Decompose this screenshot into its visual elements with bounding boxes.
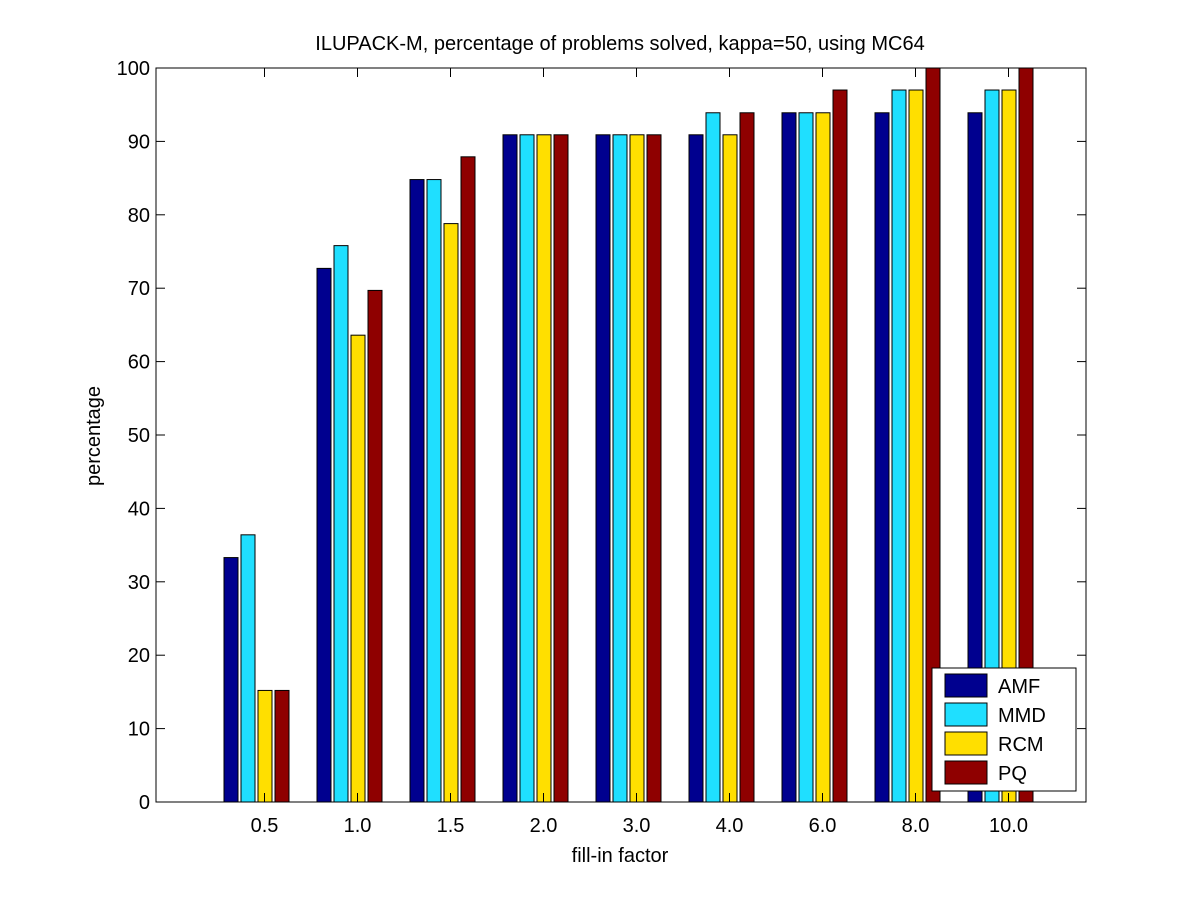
- bar-mmd-1.5: [426, 179, 442, 803]
- legend-swatch-pq: [944, 760, 988, 785]
- bar-rcm-3.0: [629, 134, 645, 803]
- bar-rcm-0.5: [257, 689, 273, 803]
- bar-amf-8.0: [874, 112, 890, 803]
- bar-amf-2.0: [502, 134, 518, 803]
- bar-mmd-3.0: [612, 134, 628, 803]
- bar-rcm-4.0: [722, 134, 738, 803]
- bar-mmd-8.0: [891, 89, 907, 803]
- bar-rcm-1.5: [443, 223, 459, 803]
- legend: AMF MMD RCM PQ: [931, 667, 1077, 792]
- legend-label-amf: AMF: [998, 676, 1040, 698]
- x-tick-label: 0.5: [251, 815, 279, 837]
- y-tick-label: 60: [128, 352, 150, 374]
- y-tick-label: 0: [139, 792, 150, 814]
- y-tick-label: 40: [128, 498, 150, 520]
- legend-label-rcm: RCM: [998, 734, 1044, 756]
- y-tick-label: 50: [128, 425, 150, 447]
- bar-amf-6.0: [781, 112, 797, 803]
- y-axis-label: percentage: [83, 386, 105, 486]
- x-tick-label: 4.0: [716, 815, 744, 837]
- bar-mmd-0.5: [240, 534, 256, 803]
- chart-title: ILUPACK-M, percentage of problems solved…: [315, 33, 924, 55]
- x-tick-label: 10.0: [989, 815, 1028, 837]
- y-tick-label: 70: [128, 278, 150, 300]
- x-axis: 0.5 1.0 1.5 2.0 3.0 4.0 6.0 8.0 10.0: [251, 68, 1028, 837]
- bar-pq-1.5: [460, 156, 476, 803]
- bar-mmd-6.0: [798, 112, 814, 803]
- bar-rcm-6.0: [815, 112, 831, 803]
- x-tick-label: 1.0: [344, 815, 372, 837]
- x-tick-label: 8.0: [902, 815, 930, 837]
- bar-amf-1.5: [409, 179, 425, 803]
- legend-label-mmd: MMD: [998, 705, 1046, 727]
- legend-label-pq: PQ: [998, 763, 1027, 785]
- bar-pq-4.0: [739, 112, 755, 803]
- x-axis-label: fill-in factor: [572, 845, 669, 867]
- legend-swatch-mmd: [944, 702, 988, 727]
- bar-mmd-1.0: [333, 245, 349, 803]
- bar-amf-1.0: [316, 267, 332, 803]
- bar-pq-3.0: [646, 134, 662, 803]
- y-tick-label: 100: [117, 58, 150, 80]
- bar-amf-3.0: [595, 134, 611, 803]
- x-tick-label: 3.0: [623, 815, 651, 837]
- bar-rcm-1.0: [350, 334, 366, 803]
- x-tick-label: 1.5: [437, 815, 465, 837]
- y-tick-label: 80: [128, 205, 150, 227]
- plot-frame: [155, 67, 1087, 803]
- bar-pq-1.0: [367, 289, 383, 803]
- y-tick-label: 10: [128, 719, 150, 741]
- bars-group: [223, 67, 1034, 803]
- y-axis: 0 10 20 30 40 50 60 70 80 90 100: [117, 58, 1086, 814]
- x-tick-label: 6.0: [809, 815, 837, 837]
- y-tick-label: 20: [128, 645, 150, 667]
- legend-swatch-amf: [944, 673, 988, 698]
- bar-pq-0.5: [274, 689, 290, 803]
- bar-mmd-2.0: [519, 134, 535, 803]
- x-tick-label: 2.0: [530, 815, 558, 837]
- bar-pq-6.0: [832, 89, 848, 803]
- y-tick-label: 90: [128, 131, 150, 153]
- bar-rcm-2.0: [536, 134, 552, 803]
- legend-swatch-rcm: [944, 731, 988, 756]
- bar-mmd-4.0: [705, 112, 721, 803]
- bar-pq-2.0: [553, 134, 569, 803]
- bar-amf-4.0: [688, 134, 704, 803]
- bar-amf-0.5: [223, 557, 239, 803]
- y-tick-label: 30: [128, 572, 150, 594]
- bar-rcm-8.0: [908, 89, 924, 803]
